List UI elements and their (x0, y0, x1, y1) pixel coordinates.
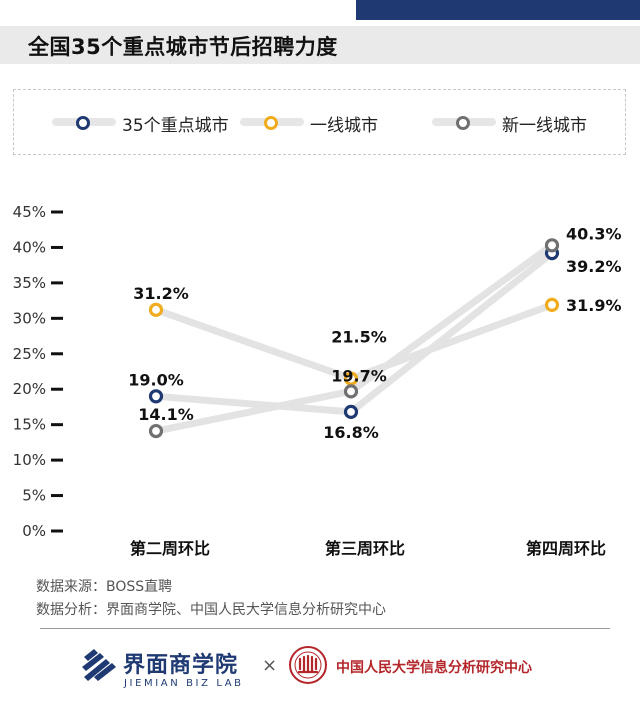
brand-name: 界面商学院 (123, 653, 239, 678)
y-tick-label: 40% (13, 238, 46, 256)
brand-name-en: JIEMIAN BIZ LAB (124, 678, 244, 689)
legend-marker (264, 116, 278, 130)
y-tick-label: 45% (13, 203, 46, 221)
data-label: 14.1% (138, 405, 194, 424)
research-center-name: 中国人民大学信息分析研究中心 (336, 660, 532, 676)
y-tick-label: 5% (22, 487, 46, 505)
legend-label: 新一线城市 (502, 116, 587, 136)
data-point (544, 238, 560, 253)
x-category-label: 第三周环比 (325, 539, 405, 558)
data-analysis: 数据分析：界面商学院、中国人民大学信息分析研究中心 (36, 602, 386, 618)
y-tick-label: 0% (22, 522, 46, 540)
data-label: 19.0% (128, 370, 184, 389)
y-tick-label: 25% (13, 345, 46, 363)
data-point (544, 297, 560, 312)
x-category-label: 第二周环比 (130, 539, 210, 558)
x-axis-labels: 第二周环比 第三周环比 第四周环比 (130, 539, 606, 558)
jiemian-logo-icon (82, 649, 116, 681)
data-labels: 19.0% 16.8% 39.2% 31.2% 21.5% 31.9% 14.1% 19.7%… (128, 224, 621, 442)
data-point (148, 389, 164, 404)
data-point (343, 404, 359, 420)
series-points (148, 238, 560, 439)
data-label: 31.9% (566, 296, 622, 315)
data-point (343, 384, 359, 399)
data-point (148, 423, 164, 439)
legend (13, 89, 626, 155)
legend-label: 35个重点城市 (122, 116, 229, 136)
data-label: 21.5% (331, 328, 387, 347)
data-label: 40.3% (566, 224, 622, 243)
title-band (0, 26, 640, 64)
legend-label: 一线城市 (310, 116, 378, 136)
collab-separator: × (262, 655, 278, 676)
data-label: 16.8% (323, 423, 379, 442)
y-tick-label: 20% (13, 380, 46, 398)
page-title: 全国35个重点城市节后招聘力度 (28, 35, 338, 59)
y-tick-label: 30% (13, 309, 46, 327)
data-source: 数据来源：BOSS直聘 (36, 579, 173, 595)
data-label: 39.2% (566, 257, 622, 276)
line-chart: 0% 5% 10% 15% 20% 25% 30% 35% 40% 45% 19.0% 16.8% 3… (13, 203, 622, 558)
x-category-label: 第四周环比 (526, 539, 606, 558)
top-accent-bar (356, 0, 640, 20)
footer-divider (40, 628, 610, 629)
legend-marker (456, 116, 470, 130)
y-tick-label: 35% (13, 274, 46, 292)
data-point (343, 371, 359, 386)
y-axis: 0% 5% 10% 15% 20% 25% 30% 35% 40% 45% (13, 203, 63, 540)
data-label: 19.7% (331, 366, 387, 385)
data-point (148, 302, 164, 317)
university-seal-icon (289, 646, 327, 684)
y-tick-label: 15% (13, 416, 46, 434)
data-label: 31.2% (133, 284, 189, 303)
legend-marker (76, 116, 90, 130)
y-tick-label: 10% (13, 451, 46, 469)
